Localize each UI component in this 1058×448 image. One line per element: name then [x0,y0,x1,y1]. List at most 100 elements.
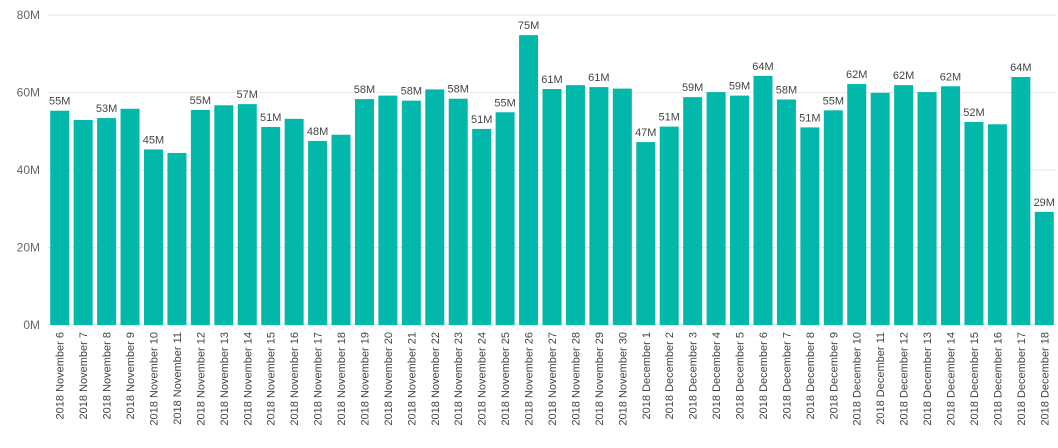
bar [659,126,679,325]
x-tick-label: 2018 November 22 [430,332,442,426]
data-label-background [680,80,705,95]
data-label: 55M [494,97,515,109]
bar [612,88,632,326]
data-label-background [727,78,752,93]
x-tick-label: 2018 November 6 [55,332,67,419]
data-label: 45M [143,134,164,146]
bar [190,109,210,325]
x-tick-label: 2018 November 20 [383,332,395,426]
x-tick-label: 2018 November 17 [313,332,325,426]
y-tick-label: 40M [17,163,40,177]
y-tick-label: 20M [17,241,40,255]
x-tick-label: 2018 December 3 [688,332,700,419]
data-label-background [891,68,916,83]
x-tick-label: 2018 December 6 [758,332,770,419]
x-tick-label: 2018 November 13 [219,332,231,426]
y-tick-label: 0M [23,318,40,332]
x-tick-label: 2018 December 15 [969,332,981,426]
bar [425,89,445,326]
data-label-background [235,87,260,102]
data-label-background [305,123,330,138]
x-tick-label: 2018 November 27 [547,332,559,426]
data-label-background [399,83,424,98]
x-tick-label: 2018 November 30 [617,332,629,426]
bar [753,75,773,325]
data-label: 51M [659,112,680,124]
data-label: 47M [635,127,656,139]
data-label: 57M [237,89,258,101]
data-label-background [751,58,775,73]
x-tick-label: 2018 December 2 [664,332,676,419]
data-label: 64M [1010,62,1031,74]
bar [50,110,70,326]
data-label-background [469,111,494,126]
bar [636,142,656,325]
x-tick-label: 2018 December 7 [781,332,793,419]
bar [800,127,820,326]
data-label-background [657,109,682,124]
x-tick-label: 2018 December 14 [946,332,958,426]
data-label-background [47,93,72,108]
bar [917,92,937,325]
data-label-background [540,72,564,87]
data-label-background [1008,60,1033,74]
data-label-background [1032,194,1057,209]
x-tick-label: 2018 December 4 [711,332,723,419]
x-tick-label: 2018 December 1 [641,332,653,419]
data-label: 58M [776,84,797,96]
bar [542,89,562,325]
bar [987,124,1007,325]
data-label-background [844,66,869,81]
data-label: 55M [190,95,211,107]
data-label: 62M [940,71,961,83]
x-tick-label: 2018 November 16 [289,332,301,426]
x-tick-label: 2018 November 19 [359,332,371,426]
x-tick-label: 2018 November 7 [78,332,90,419]
data-label: 51M [799,112,820,124]
bar [354,99,374,325]
data-label: 58M [401,86,422,98]
x-tick-label: 2018 December 5 [735,332,747,419]
bar [97,118,117,325]
data-label-background [352,82,377,97]
bar [167,152,187,325]
bar [589,87,609,325]
data-label-background [938,69,963,84]
bar [284,118,304,325]
y-tick-label: 80M [17,8,40,22]
y-tick-label: 60M [17,86,40,100]
x-tick-label: 2018 November 15 [266,332,278,426]
x-tick-label: 2018 December 12 [899,332,911,426]
bar [964,121,984,325]
data-label: 52M [963,107,984,119]
data-label: 59M [682,82,703,94]
x-tick-label: 2018 December 13 [922,332,934,426]
bar [1011,77,1031,325]
data-label: 29M [1034,197,1055,209]
bar [823,110,843,325]
data-label-background [774,82,799,97]
bar [237,104,257,326]
x-tick-label: 2018 December 10 [852,332,864,426]
data-label: 51M [471,114,492,126]
data-label: 58M [354,84,375,96]
bar [448,98,468,325]
bar [565,85,585,325]
data-label: 51M [260,112,281,124]
data-label: 55M [49,96,70,108]
data-label: 62M [893,70,914,82]
x-tick-label: 2018 November 26 [524,332,536,426]
bar [730,95,750,325]
data-label-background [493,95,518,110]
data-label: 59M [729,81,750,93]
x-tick-label: 2018 November 18 [336,332,348,426]
x-tick-label: 2018 December 8 [805,332,817,419]
data-label: 61M [541,74,562,86]
bar [706,92,726,325]
bar [308,140,328,325]
x-tick-label: 2018 December 9 [828,332,840,419]
data-label-background [141,132,166,147]
bar [261,126,281,326]
bar [519,35,539,326]
data-label: 53M [96,103,117,115]
